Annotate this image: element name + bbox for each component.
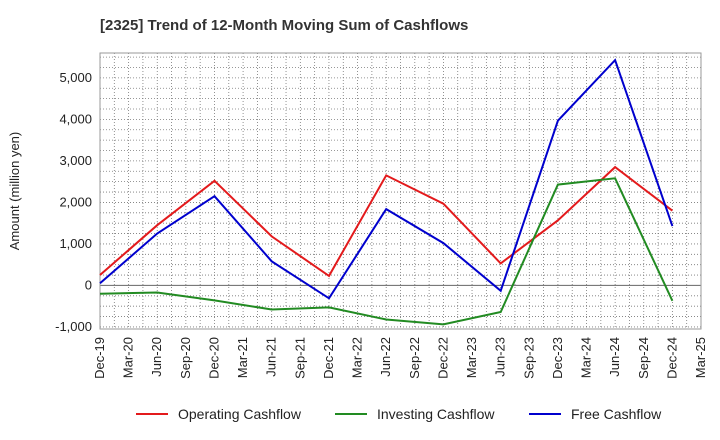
tick-layer: -1,000 0 1,000 2,000 3,000 4,000 5,000 Dec-19 Ma…	[55, 70, 708, 379]
y-tick-label: 3,000	[59, 153, 92, 168]
series-layer	[99, 58, 674, 326]
legend-label: Operating Cashflow	[178, 406, 302, 422]
x-tick-label: Sep-23	[521, 337, 536, 379]
x-tick-label: Dec-19	[92, 337, 107, 379]
x-tick-label: Sep-20	[178, 337, 193, 379]
chart-title: [2325] Trend of 12-Month Moving Sum of C…	[100, 17, 468, 34]
x-tick-label: Jun-20	[149, 337, 164, 377]
legend-label: Investing Cashflow	[377, 406, 495, 422]
series-line-1	[99, 177, 674, 326]
x-tick-label: Jun-23	[493, 337, 508, 377]
legend: Operating Cashflow Investing Cashflow Free…	[136, 406, 662, 422]
series-line-2	[99, 58, 674, 300]
x-tick-label: Dec-22	[435, 337, 450, 379]
grid-layer	[99, 53, 702, 329]
x-tick-label: Jun-21	[264, 337, 279, 377]
x-tick-label: Dec-24	[664, 337, 679, 379]
x-tick-label: Dec-21	[321, 337, 336, 379]
x-tick-label: Mar-23	[464, 337, 479, 378]
x-tick-label: Sep-22	[407, 337, 422, 379]
x-tick-label: Jun-22	[378, 337, 393, 377]
x-tick-label: Mar-22	[350, 337, 365, 378]
y-tick-label: -1,000	[55, 319, 92, 334]
y-tick-label: 1,000	[59, 236, 92, 251]
x-tick-label: Jun-24	[607, 337, 622, 377]
x-tick-label: Mar-20	[121, 337, 136, 378]
x-tick-label: Mar-25	[693, 337, 708, 378]
y-tick-label: 5,000	[59, 70, 92, 85]
x-tick-label: Sep-24	[636, 337, 651, 379]
x-tick-label: Sep-21	[292, 337, 307, 379]
legend-label: Free Cashflow	[571, 406, 662, 422]
x-tick-label: Mar-24	[579, 337, 594, 378]
y-axis-label: Amount (million yen)	[7, 132, 22, 251]
plot-frame	[99, 52, 702, 330]
x-tick-label: Dec-23	[550, 337, 565, 379]
y-tick-label: 4,000	[59, 111, 92, 126]
x-tick-label: Dec-20	[206, 337, 221, 379]
y-tick-label: 2,000	[59, 194, 92, 209]
y-tick-label: 0	[85, 277, 92, 292]
x-tick-label: Mar-21	[235, 337, 250, 378]
series-line-0	[99, 165, 674, 278]
